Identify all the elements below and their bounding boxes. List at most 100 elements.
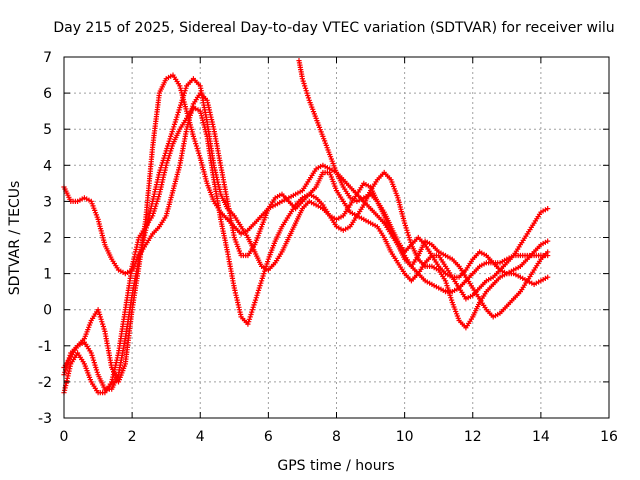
series-point-marker <box>402 271 413 282</box>
series-point-marker <box>224 206 236 217</box>
series-point-marker <box>497 272 508 280</box>
series-trace-2 <box>61 72 551 385</box>
series-point-marker <box>218 162 230 202</box>
series-point-marker <box>442 263 454 278</box>
series-trace-5 <box>296 58 551 280</box>
series-point-marker <box>95 390 106 396</box>
series-point-marker <box>129 237 141 269</box>
series-point-marker <box>429 281 439 290</box>
series-line <box>63 77 549 390</box>
series-point-marker <box>61 363 73 396</box>
series-point-marker <box>545 238 551 244</box>
series-point-marker <box>218 216 230 253</box>
series-point-marker <box>511 265 521 273</box>
series-point-marker <box>470 287 481 298</box>
series-point-marker <box>296 58 305 79</box>
series-point-marker <box>143 201 155 233</box>
y-tick-label: 4 <box>43 158 52 174</box>
series-point-marker <box>245 302 257 327</box>
series-point-marker <box>231 224 242 235</box>
series-point-marker <box>252 280 264 306</box>
series-point-marker <box>68 198 78 204</box>
series-point-marker <box>204 180 216 202</box>
series-point-marker <box>95 307 107 332</box>
series-point-marker <box>231 234 243 256</box>
series-point-marker <box>463 316 474 331</box>
series-point-marker <box>150 172 162 204</box>
series-point-marker <box>374 171 386 183</box>
x-tick-label: 16 <box>600 429 618 445</box>
series-point-marker <box>374 224 386 238</box>
series-point-marker <box>75 196 85 204</box>
series-point-marker <box>204 119 217 166</box>
series-point-marker <box>313 115 325 137</box>
y-tick-labels: -3 -2 -1 0 1 2 3 4 5 6 7 <box>38 50 52 427</box>
series-point-marker <box>517 258 529 269</box>
series-point-marker <box>163 143 175 168</box>
series-point-marker <box>361 216 371 225</box>
series-point-marker <box>150 92 162 150</box>
series-point-marker <box>497 305 508 316</box>
x-tick-label: 0 <box>60 429 69 445</box>
series-point-marker <box>483 260 494 266</box>
series-trace-1 <box>61 90 551 302</box>
series-point-marker <box>252 215 263 226</box>
series-point-marker <box>320 169 330 176</box>
series-point-marker <box>340 225 351 233</box>
series-point-marker <box>184 107 195 121</box>
series-point-marker <box>272 251 284 266</box>
series-point-marker <box>395 260 406 274</box>
series-point-marker <box>347 184 358 195</box>
series-point-marker <box>231 285 244 318</box>
series-point-marker <box>415 256 426 268</box>
series-point-marker <box>299 179 311 194</box>
series-point-marker <box>170 128 182 147</box>
series-point-marker <box>422 278 433 286</box>
series-point-marker <box>477 249 487 257</box>
series-point-marker <box>415 234 426 246</box>
series-point-marker <box>408 272 420 284</box>
series-point-marker <box>313 202 324 210</box>
series-point-marker <box>81 361 93 383</box>
series-point-marker <box>517 280 529 295</box>
series-point-marker <box>95 372 107 390</box>
series-point-marker <box>218 191 230 210</box>
series-point-marker <box>333 188 345 202</box>
series-point-marker <box>333 224 344 232</box>
series-point-marker <box>286 222 298 241</box>
series-point-marker <box>252 249 264 267</box>
series-point-marker <box>320 162 330 171</box>
series-point-marker <box>320 206 331 217</box>
series-point-marker <box>429 242 440 253</box>
y-tick-label: 5 <box>43 122 52 138</box>
series-point-marker <box>265 240 277 262</box>
series-point-marker <box>531 243 542 255</box>
y-tick-label: -2 <box>38 375 52 391</box>
series-point-marker <box>436 252 447 267</box>
series-point-marker <box>81 339 93 354</box>
series-point-marker <box>136 226 147 241</box>
series-point-marker <box>265 203 276 212</box>
series-point-marker <box>490 269 501 280</box>
series-point-marker <box>381 234 393 253</box>
series-point-marker <box>538 275 548 284</box>
series-point-marker <box>177 117 188 132</box>
series-point-marker <box>115 267 126 275</box>
series-trace-4 <box>61 76 551 392</box>
series-point-marker <box>511 252 521 259</box>
series-point-marker <box>408 255 420 269</box>
series-point-marker <box>211 177 223 220</box>
series-point-marker <box>422 254 433 266</box>
series-point-marker <box>197 83 210 123</box>
series-point-marker <box>374 213 386 224</box>
series-point-marker <box>347 215 359 230</box>
series-point-marker <box>374 198 386 213</box>
series-point-marker <box>368 191 379 203</box>
series-point-marker <box>88 379 100 394</box>
series-point-marker <box>150 225 161 237</box>
series-point-marker <box>272 192 283 201</box>
series-point-marker <box>115 309 128 356</box>
series-point-marker <box>88 350 100 375</box>
series-point-marker <box>456 269 467 280</box>
series-point-marker <box>238 252 249 259</box>
